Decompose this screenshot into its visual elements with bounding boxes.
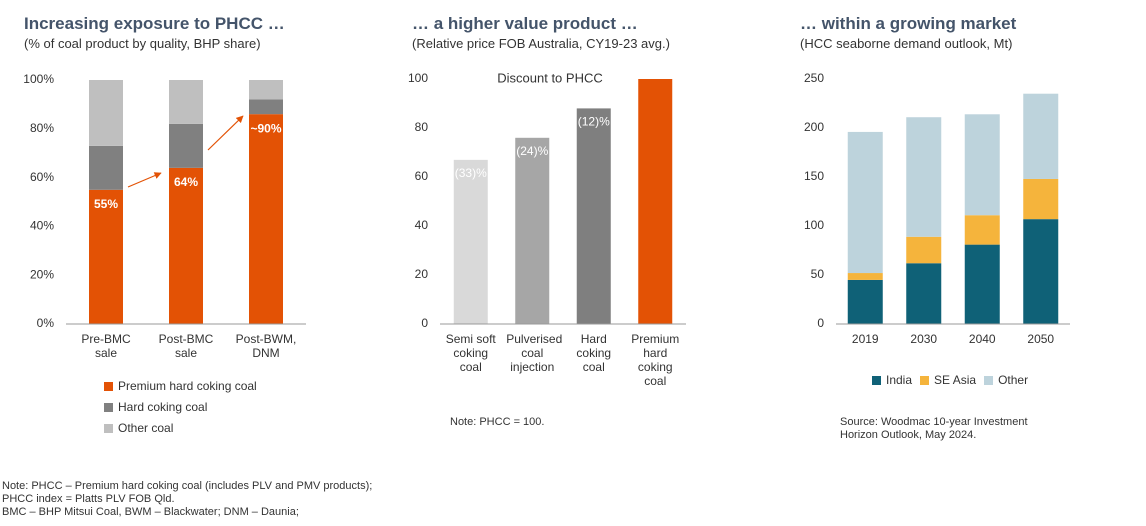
x-tick-label: Post-BMC sale [158,332,214,360]
y-tick-label: 60 [415,169,429,183]
x-tick-label: Post-BWM, DNM [235,332,297,360]
legend-item: Other coal [104,421,257,435]
x-tick-label: 2050 [1027,332,1055,346]
footer-line: PHCC index = Platts PLV FOB Qld. [2,493,175,505]
bar [576,108,611,325]
legend-label: Other coal [118,421,174,435]
value-label: (24)% [516,144,548,158]
bar [906,236,942,264]
footer-line: Note: PHCC – Premium hard coking coal (i… [2,480,373,492]
bar [169,123,203,168]
bar [906,263,942,324]
y-tick-label: 80% [30,121,54,135]
bar [964,114,1000,216]
y-tick-label: 100% [23,72,54,86]
y-tick-label: 100 [804,218,824,232]
y-tick-label: 150 [804,169,824,183]
legend-item: India [872,373,912,387]
chart-title: … within a growing market [800,14,1017,33]
bar [847,279,883,324]
arrow [127,172,162,188]
y-tick-label: 40% [30,219,54,233]
legend-label: India [886,373,913,387]
bar [638,79,673,324]
y-tick-label: 20% [30,267,54,281]
x-tick-label: 2019 [851,332,879,346]
y-tick-label: 60% [30,170,54,184]
y-tick-label: 200 [804,120,824,134]
bar [847,273,883,280]
chart-title: Increasing exposure to PHCC … [24,14,285,33]
y-tick-label: 0 [817,316,824,330]
bar [249,114,283,324]
y-tick-label: 20 [415,267,429,281]
bar [89,80,123,146]
chart-title: … a higher value product … [412,14,638,33]
y-tick-label: 80 [415,120,429,134]
legend-swatch [104,381,113,391]
footer: Note: PHCC – Premium hard coking coal (i… [2,480,372,519]
bar [1023,219,1059,324]
arrow [207,115,244,151]
value-label: 55% [94,197,118,211]
bar [847,131,883,274]
chart-subtitle: (HCC seaborne demand outlook, Mt) [800,36,1013,51]
x-tick-label: Pulverised coal injection [506,332,563,374]
legend-label: SE Asia [934,373,977,387]
legend-label: Hard coking coal [118,400,208,414]
y-tick-label: 0 [421,316,428,330]
legend-label: Premium hard coking coal [118,379,257,393]
bar [515,137,550,324]
bar [89,145,123,190]
bar [249,80,283,100]
bar [453,159,488,324]
x-tick-label: Hard coking coal [576,332,612,374]
y-tick-label: 100 [408,71,428,85]
legend-item: Hard coking coal [104,400,257,414]
y-tick-label: 250 [804,71,824,85]
bar [964,244,1000,324]
chart-subtitle: (% of coal product by quality, BHP share… [24,36,261,51]
legend-swatch [984,375,994,385]
footer-line: BMC – BHP Mitsui Coal, BWM – Blackwater;… [2,506,299,518]
value-label: 64% [174,175,198,189]
bar [89,189,123,324]
bar [906,117,942,237]
legend-item: Premium hard coking coal [104,379,257,393]
value-label: (12)% [578,115,610,129]
x-tick-label: Premium hard coking coal [631,332,680,388]
bar [249,99,283,115]
legend-swatch [920,375,930,385]
value-label: (33)% [455,166,487,180]
note: Note: PHCC = 100. [450,416,545,428]
annotation: Discount to PHCC [497,70,602,85]
legend: India SE Asia Other [872,373,1028,387]
x-tick-label: Semi soft coking coal [445,332,496,374]
bar [169,80,203,124]
legend-swatch [872,375,881,385]
note: Source: Woodmac 10-year Investment Horiz… [840,416,1028,441]
y-tick-label: 40 [415,218,429,232]
y-tick-label: 50 [811,267,825,281]
bar [1023,93,1059,179]
legend-swatch [104,423,113,433]
legend-label: Other [998,373,1029,387]
bar [169,167,203,324]
x-tick-label: Pre-BMC sale [81,332,131,360]
legend: Premium hard coking coal Hard coking coal… [104,379,257,435]
x-tick-label: 2030 [910,332,938,346]
y-tick-label: 0% [37,316,55,330]
value-label: ~90% [250,121,281,135]
legend-item: SE Asia [920,373,976,387]
legend-swatch [104,402,113,412]
x-tick-label: 2040 [968,332,996,346]
chart-subtitle: (Relative price FOB Australia, CY19-23 a… [412,36,670,51]
bar [1023,178,1059,220]
bar [964,215,1000,245]
legend-item: Other [984,373,1028,387]
